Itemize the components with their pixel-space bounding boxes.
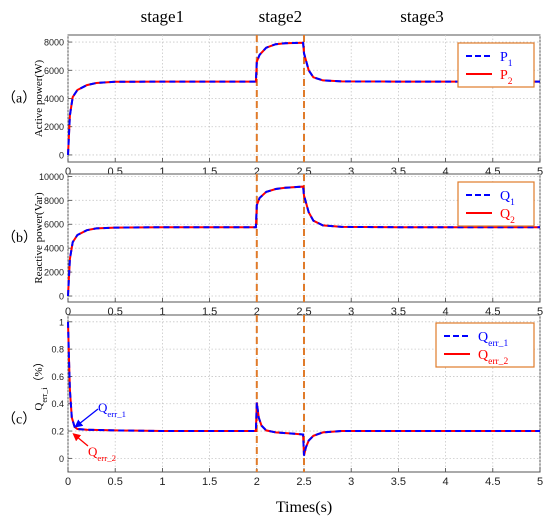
- y-axis-label-suffix: （%）: [32, 356, 45, 387]
- legend-label-2-base: Q: [478, 348, 488, 363]
- legend-label-1-sub: 1: [508, 59, 513, 69]
- series-1-line: [67, 185, 540, 297]
- panel-tag: （b）: [2, 230, 37, 246]
- annotation-label-2: Qerr_2: [88, 444, 116, 463]
- y-tick-label: 6000: [44, 220, 64, 230]
- legend-label-2-sub: 2: [510, 216, 515, 226]
- legend-label-2: Q2: [500, 207, 515, 226]
- x-tick-label: 3: [348, 306, 354, 318]
- x-tick-label: 4: [443, 166, 449, 178]
- legend-label-2-base: Q: [500, 207, 510, 222]
- y-tick-label: 0.4: [51, 399, 64, 409]
- legend-label-1: Q1: [500, 189, 515, 208]
- y-tick-label: 2000: [44, 268, 64, 278]
- x-tick-label: 5: [537, 306, 543, 318]
- x-tick-label: 4: [443, 306, 449, 318]
- stage-label-2: stage2: [259, 7, 302, 26]
- legend-label-1-base: P: [500, 50, 508, 65]
- legend-label-1-base: Q: [478, 330, 488, 345]
- legend-box: [457, 42, 535, 88]
- x-tick-label: 2.5: [296, 476, 311, 488]
- y-axis-label: Active power(W): [33, 60, 45, 138]
- y-tick-label: 0: [59, 292, 64, 302]
- x-tick-label: 1: [159, 476, 165, 488]
- y-tick-label: 0: [59, 454, 64, 464]
- x-tick-label: 1.5: [202, 476, 217, 488]
- y-tick-label: 10000: [39, 172, 64, 182]
- y-axis-label: Reactive power(Var): [33, 192, 45, 284]
- legend-label-1: Qerr_1: [478, 330, 508, 349]
- y-tick-label: 8000: [44, 38, 64, 48]
- y-tick-label: 0.8: [51, 345, 64, 355]
- legend-label-1-sub: err_1: [488, 339, 508, 349]
- annotation-label-1-base: Q: [98, 400, 108, 415]
- x-axis-title: Times(s): [276, 499, 332, 516]
- x-tick-label: 5: [537, 166, 543, 178]
- x-tick-label: 1: [159, 166, 165, 178]
- x-tick-label: 3: [348, 166, 354, 178]
- legend-label-1-base: Q: [500, 189, 510, 204]
- annotation-arrow-1: [74, 408, 99, 428]
- legend-label-1: P1: [500, 50, 513, 69]
- legend-label-1-sub: 1: [510, 198, 515, 208]
- annotation-arrow-2: [72, 433, 89, 447]
- x-tick-label: 3: [348, 476, 354, 488]
- x-tick-label: 2: [254, 166, 260, 178]
- y-axis-label-base: Q: [33, 403, 45, 411]
- y-tick-label: 4000: [44, 94, 64, 104]
- panel-3: 0 0.5 1 1.5 2 2.5 3 3.5 4 4.5 5 0 0.2 0.4 0.6 0.8 1 Qerr_…: [2, 314, 543, 488]
- x-tick-label: 5: [537, 476, 543, 488]
- legend-box: [435, 322, 535, 368]
- y-tick-label: 0.6: [51, 372, 64, 382]
- x-tick-label: 0: [65, 306, 71, 318]
- y-axis-label-sub: err_i: [40, 387, 49, 403]
- y-tick-label: 6000: [44, 66, 64, 76]
- panel-1: 0 0.5 1 1.5 2 2.5 3 3.5 4 4.5 502000400060008000Ac…: [2, 34, 543, 178]
- legend-label-2: Qerr_2: [478, 348, 508, 367]
- series-1-line: [67, 321, 540, 456]
- annotation-label-1: Qerr_1: [98, 400, 126, 419]
- y-tick-label: 2000: [44, 122, 64, 132]
- y-tick-label: 1: [59, 317, 64, 327]
- annotation-label-2-sub: err_2: [97, 453, 116, 463]
- x-tick-label: 0: [65, 476, 71, 488]
- panel-tag: （c）: [2, 412, 36, 428]
- x-tick-label: 3.5: [391, 476, 406, 488]
- y-tick-label: 0.2: [51, 427, 64, 437]
- x-tick-label: 0.5: [108, 476, 123, 488]
- annotation-label-1-sub: err_1: [107, 409, 126, 419]
- series-1-line: [67, 41, 540, 155]
- legend-label-2-sub: err_2: [488, 357, 508, 367]
- x-tick-label: 2: [254, 306, 260, 318]
- legend-label-2-sub: 2: [508, 77, 513, 87]
- annotation-label-2-base: Q: [88, 444, 98, 459]
- panel-tag: （a）: [2, 91, 36, 107]
- y-tick-label: 0: [59, 150, 64, 160]
- legend-box: [457, 181, 535, 227]
- legend-label-2-base: P: [500, 68, 508, 83]
- panel-2: 0 0.5 1 1.5 2 2.5 3 3.5 4 4.5 50200040006000800010…: [2, 172, 543, 318]
- legend-label-2: P2: [500, 68, 513, 87]
- stage-label-3: stage3: [400, 7, 443, 26]
- x-tick-label: 2: [254, 476, 260, 488]
- stage-label-1: stage1: [141, 7, 184, 26]
- x-tick-label: 0: [65, 166, 71, 178]
- y-axis-label: Qerr_i（%）: [32, 356, 49, 410]
- y-tick-label: 8000: [44, 196, 64, 206]
- x-tick-label: 4.5: [485, 476, 500, 488]
- y-tick-label: 4000: [44, 244, 64, 254]
- x-tick-label: 4: [443, 476, 449, 488]
- x-tick-label: 1: [159, 306, 165, 318]
